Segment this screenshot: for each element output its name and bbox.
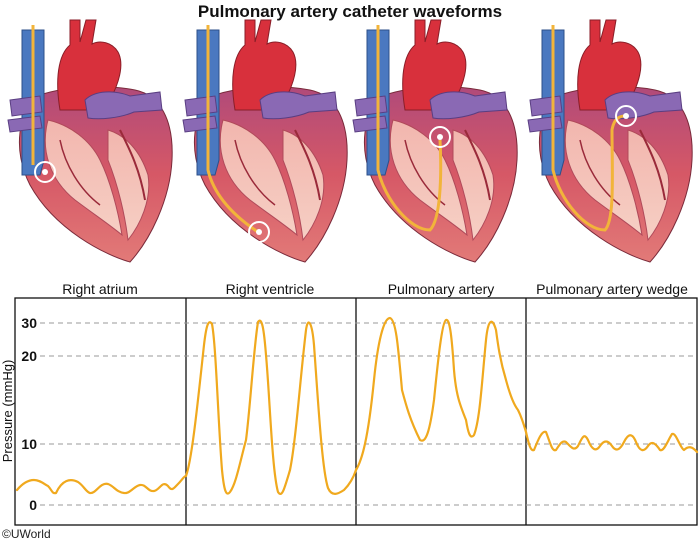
y-tick-20: 20: [21, 348, 37, 364]
catheter-tip-marker: [34, 161, 56, 183]
panel-label-pulmonary-artery-wedge: Pulmonary artery wedge: [536, 281, 688, 297]
catheter-tip-marker: [429, 126, 451, 148]
waveform-pulmonary-artery: [354, 316, 528, 472]
y-tick-30: 30: [21, 315, 37, 331]
waveform-right-atrium: [15, 474, 188, 495]
panel-label-right-atrium: Right atrium: [62, 281, 137, 297]
y-tick-10: 10: [21, 436, 37, 452]
copyright-notice: ©UWorld: [2, 527, 51, 541]
figure-title: Pulmonary artery catheter waveforms: [197, 2, 503, 21]
heart-illustration-right-ventricle: [182, 19, 349, 263]
catheter-tip-marker: [248, 221, 270, 243]
catheter-tip-marker: [615, 105, 637, 127]
panel-label-pulmonary-artery: Pulmonary artery: [388, 281, 495, 297]
y-axis-label: Pressure (mmHg): [0, 360, 15, 463]
waveform-right-ventricle: [184, 319, 358, 496]
heart-illustration-pulmonary-artery: [352, 19, 519, 263]
panel-label-right-ventricle: Right ventricle: [226, 281, 315, 297]
heart-illustration-right-atrium: [7, 19, 174, 263]
waveform-pulmonary-artery-wedge: [524, 430, 699, 454]
heart-illustration-pulmonary-artery-wedge: [527, 19, 694, 263]
y-tick-0: 0: [29, 497, 37, 513]
